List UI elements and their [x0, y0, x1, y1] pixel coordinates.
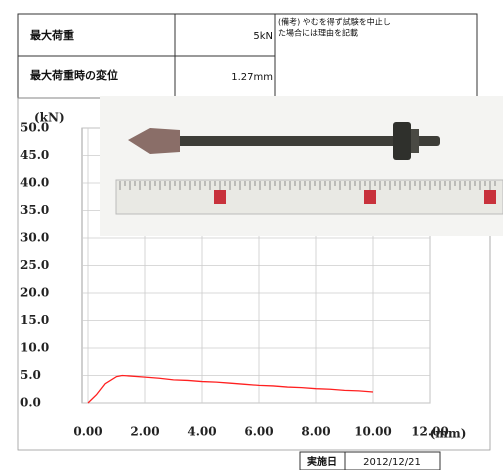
x-tick-label: 12.00	[411, 425, 449, 439]
x-tick-label: 8.00	[301, 425, 330, 439]
x-tick-label: 6.00	[244, 425, 273, 439]
bolt-nut	[393, 122, 411, 160]
y-tick-label: 5.0	[20, 368, 41, 382]
tape-marker	[214, 190, 226, 204]
bolt-washer	[411, 129, 419, 153]
y-tick-label: 45.0	[20, 148, 49, 162]
y-tick-label: 20.0	[20, 286, 49, 300]
footer-table	[299, 451, 441, 470]
chart: 0.0 5.0 10.0 15.0 20.0 25.0 30.0 35.0 40.0 45.0 50…	[20, 111, 466, 441]
footer-label: 実施日	[307, 455, 337, 468]
x-tick-label: 4.00	[187, 425, 216, 439]
y-tick-label: 30.0	[20, 231, 49, 245]
label-max-load: 最大荷重	[30, 28, 74, 42]
photo-background	[100, 96, 503, 236]
value-displacement: 1.27mm	[231, 72, 273, 83]
remarks-line: た場合には理由を記載	[278, 28, 358, 38]
label-displacement: 最大荷重時の変位	[30, 68, 118, 82]
y-tick-label: 10.0	[20, 341, 49, 355]
x-axis-label: (mm)	[430, 427, 467, 441]
photo	[100, 96, 503, 236]
remarks-line: (備考) やむを得ず試験を中止し	[278, 17, 391, 27]
y-tick-label: 50.0	[20, 121, 49, 135]
y-tick-label: 25.0	[20, 258, 49, 272]
y-tick-label: 0.0	[20, 396, 41, 410]
value-max-load: 5kN	[253, 31, 273, 42]
y-tick-label: 15.0	[20, 313, 49, 327]
y-axis-label: (kN)	[34, 111, 65, 125]
footer-date: 2012/12/21	[363, 457, 421, 468]
y-tick-label: 35.0	[20, 203, 49, 217]
x-tick-label: 10.00	[354, 425, 392, 439]
x-tick-label: 2.00	[130, 425, 159, 439]
x-tick-label: 0.00	[73, 425, 102, 439]
tape-marker	[484, 190, 496, 204]
tape-marker	[364, 190, 376, 204]
data-line	[87, 374, 374, 404]
y-tick-label: 40.0	[20, 176, 49, 190]
tape-ticks	[119, 181, 496, 204]
bolt-tip	[128, 128, 180, 154]
bolt-shaft	[165, 136, 440, 146]
tape-measure	[115, 179, 503, 215]
